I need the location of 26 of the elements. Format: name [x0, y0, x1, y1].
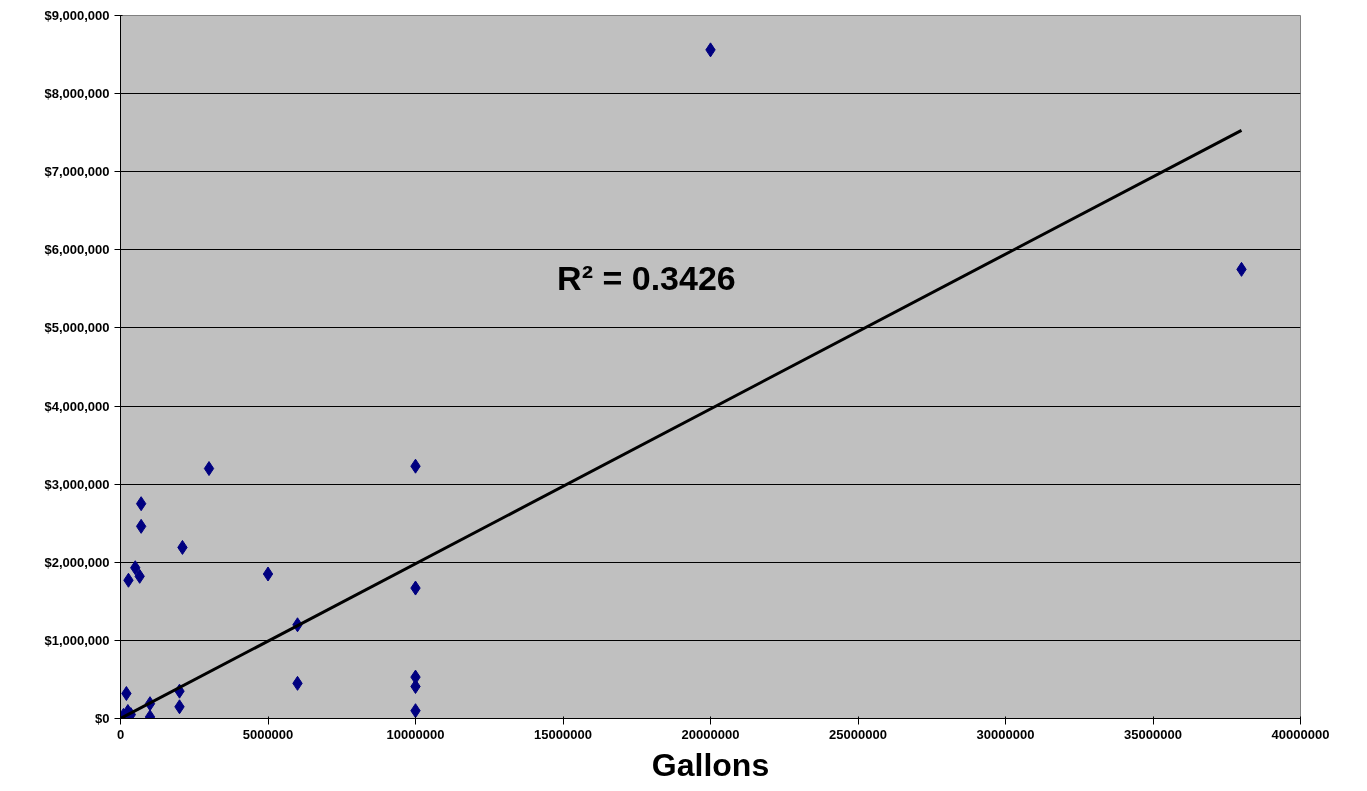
y-tick-label: $1,000,000	[44, 632, 110, 648]
point	[262, 566, 274, 582]
y-tick-label: $4,000,000	[44, 398, 110, 414]
y-tick-label: $2,000,000	[44, 554, 110, 570]
x-tick-label: 5000000	[242, 726, 294, 742]
x-tick-label: 30000000	[976, 726, 1035, 742]
y-tick-label: $7,000,000	[44, 164, 110, 180]
y-tick-label: $6,000,000	[44, 242, 110, 258]
point	[135, 496, 147, 512]
y-tick-label: $0	[95, 711, 110, 726]
x-tick-label: 0	[116, 726, 125, 742]
y-tick-label: $9,000,000	[44, 8, 110, 23]
x-tick-label: 35000000	[1124, 726, 1182, 742]
y-tick-label: $3,000,000	[44, 476, 110, 492]
x-tick-label: 25000000	[829, 726, 887, 742]
point	[203, 461, 215, 477]
y-tick-label: $5,000,000	[44, 320, 110, 336]
x-axis-title: Gallons	[651, 746, 770, 783]
annotation: R² = 0.3426	[557, 258, 736, 297]
point	[135, 518, 147, 534]
x-tick-label: 40000000	[1271, 726, 1330, 742]
x-tick-label: 20000000	[681, 726, 740, 742]
y-tick-label: $8,000,000	[44, 86, 110, 102]
x-tick-label: 15000000	[534, 726, 592, 742]
point	[121, 686, 132, 701]
x-tick-label: 10000000	[386, 726, 445, 742]
